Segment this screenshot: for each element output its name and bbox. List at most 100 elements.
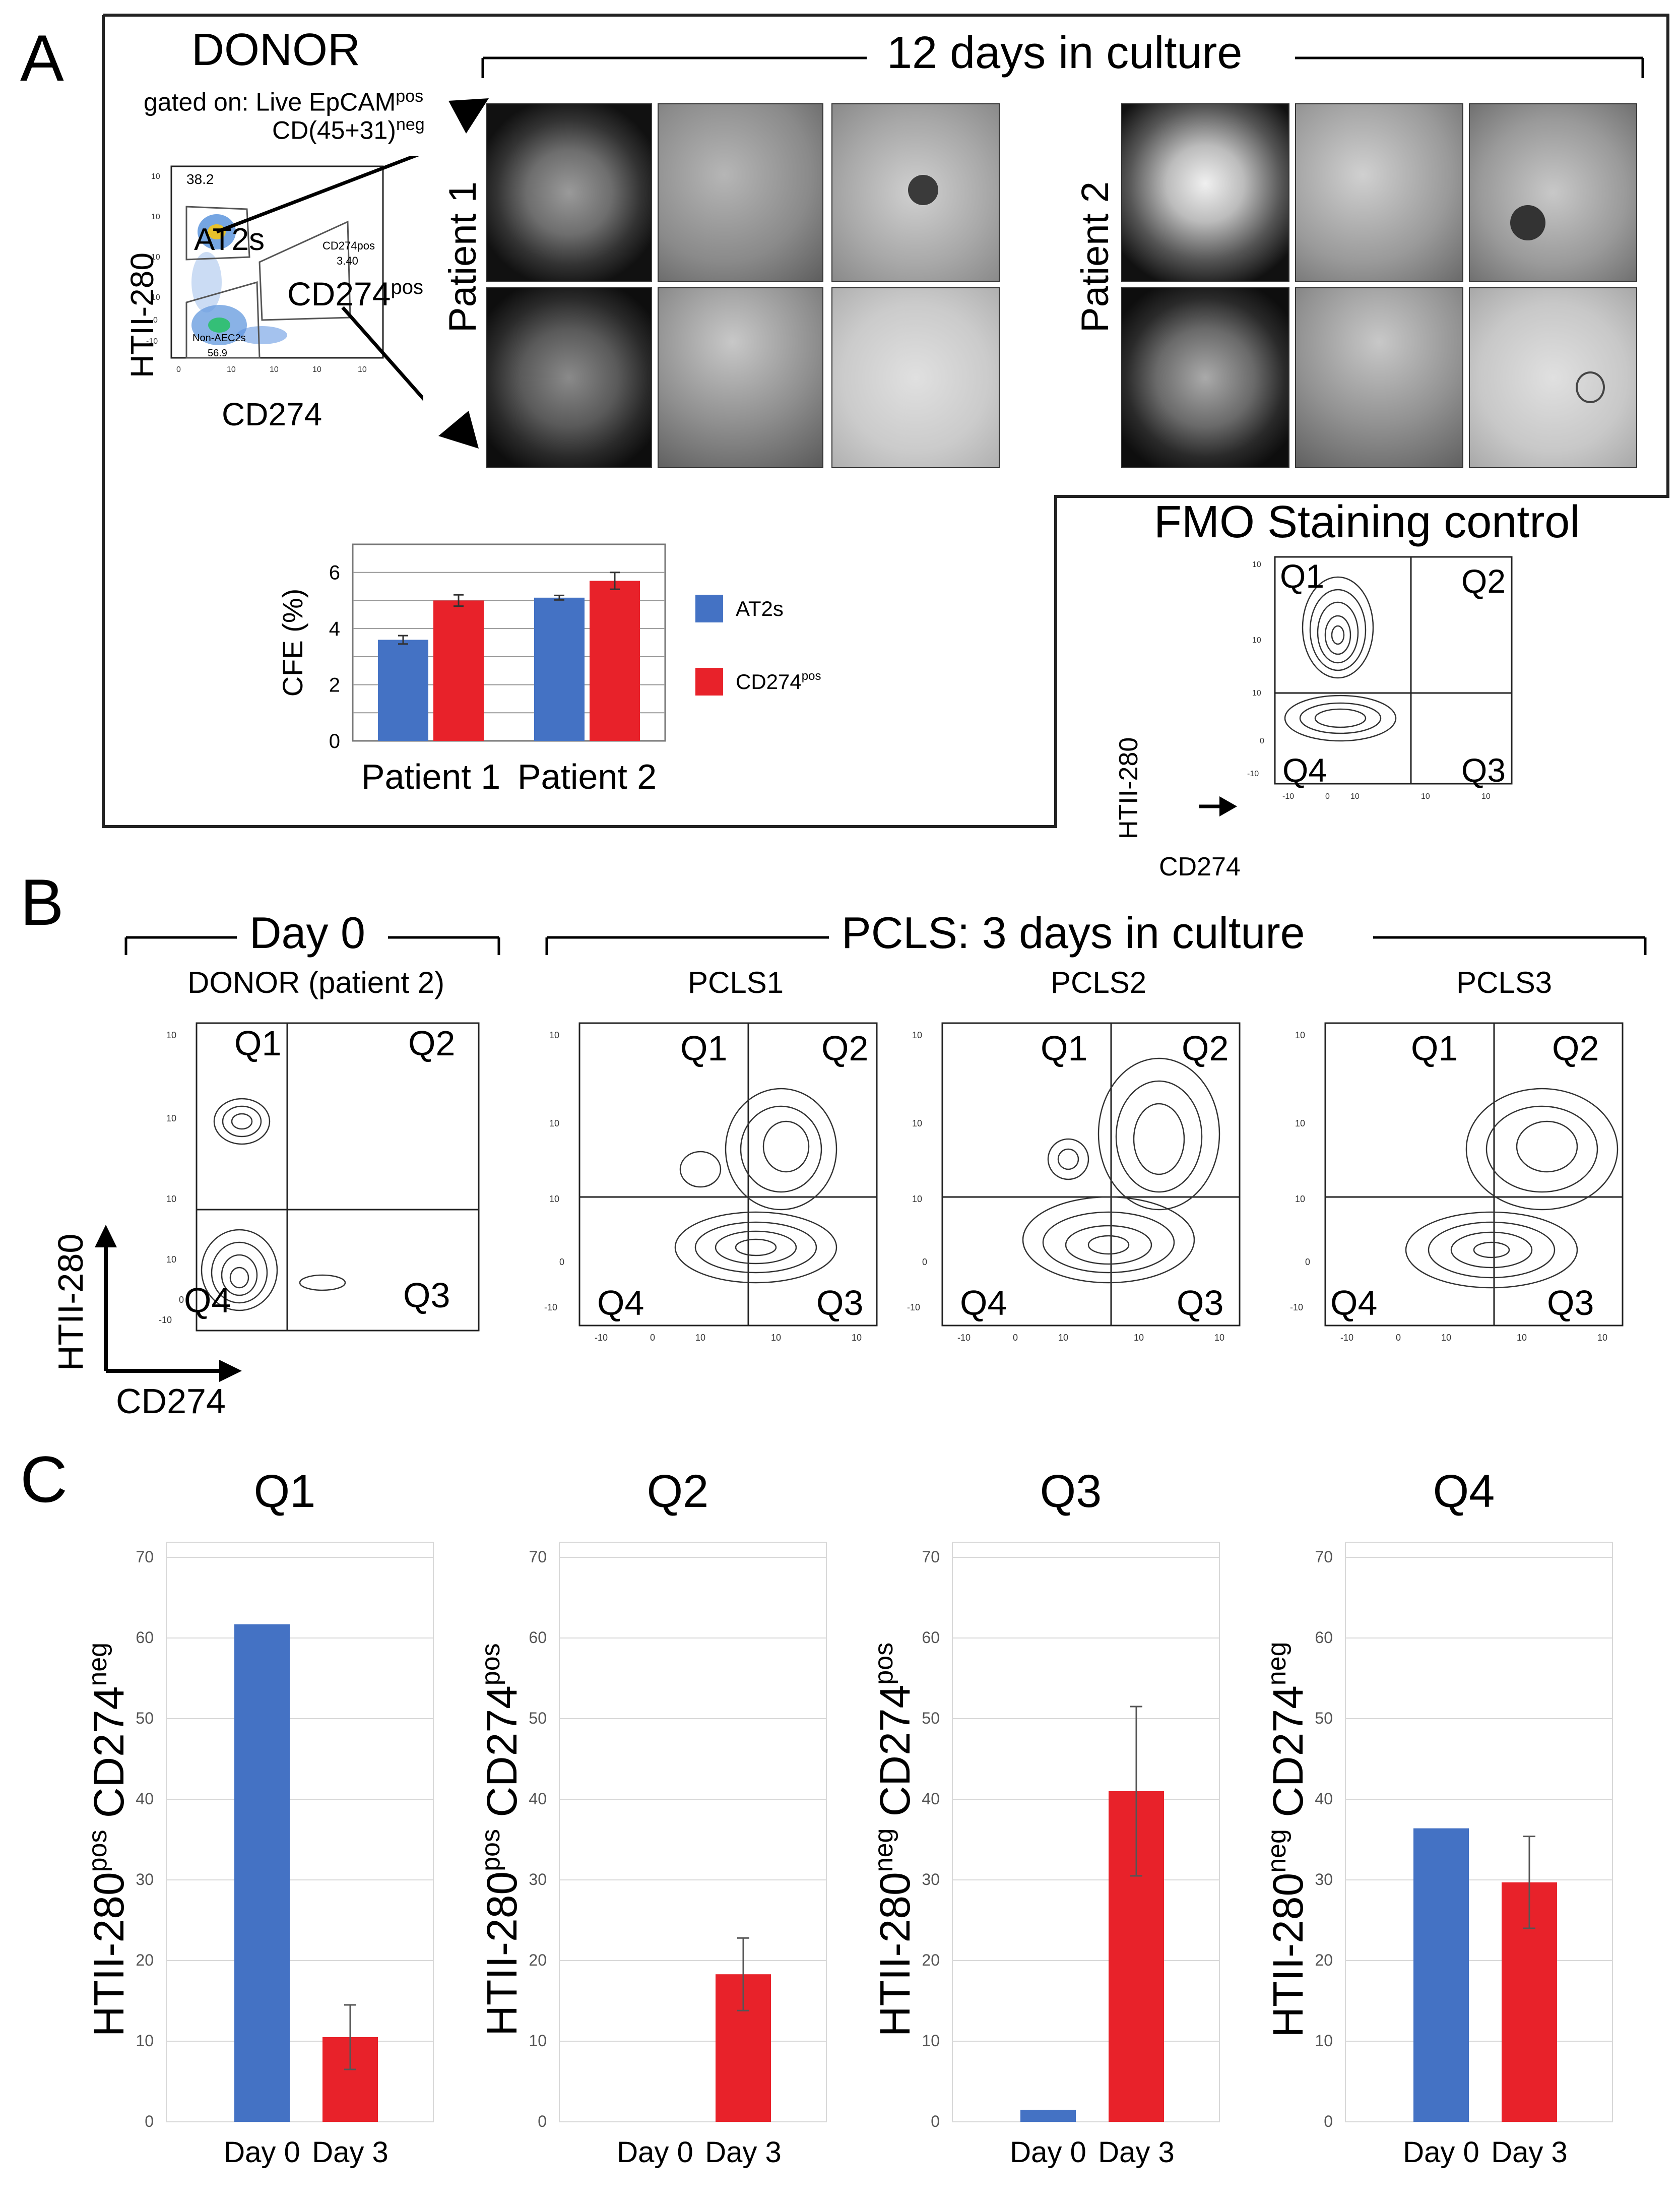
svg-text:10: 10 [1441,1333,1451,1341]
gate-nonaec-value: 56.9 [208,348,227,359]
q1-ytick-label: 70 [136,1548,154,1566]
patient-2-label: Patient 2 [1074,181,1117,333]
plot-label-pcls2: PCLS2 [1051,966,1147,999]
svg-text:0: 0 [1325,792,1330,801]
arrow-head-down [438,411,479,449]
svg-text:-10: -10 [907,1302,920,1312]
b-pcls3-q3: Q3 [1547,1283,1594,1322]
b-pcls1-q4: Q4 [597,1283,644,1322]
svg-text:10: 10 [1597,1333,1607,1341]
svg-text:10: 10 [166,1113,176,1123]
q1-plot-frame [166,1542,434,2122]
q3-ytick-label: 30 [922,1870,940,1888]
svg-text:10: 10 [1295,1194,1305,1204]
q1-ytick-label: 40 [136,1790,154,1808]
q4-ytick-label: 40 [1315,1790,1333,1808]
patient-1-label: Patient 1 [441,181,484,333]
svg-text:-10: -10 [544,1302,557,1312]
panel-b-brackets [124,936,1647,955]
fmo-xlabel: CD274 [1159,852,1241,881]
q3-bar-chart: Q3 0 10 20 30 40 50 60 70 HTII-280neg CD274pos Day… [872,1466,1220,2169]
plot-label-pcls3: PCLS3 [1456,966,1553,999]
q4-ytick-label: 60 [1315,1628,1333,1647]
cfe-ytick-label: 2 [329,674,340,697]
svg-text:10: 10 [549,1118,559,1128]
svg-text:10: 10 [1295,1030,1305,1040]
svg-text:10: 10 [1058,1333,1068,1341]
fmo-q3: Q3 [1461,751,1506,789]
svg-text:10: 10 [1481,792,1491,801]
plot-label-donor: DONOR (patient 2) [187,966,445,999]
q4-category-label: Day 0 [1403,2136,1479,2169]
fmo-contour-plot: 10 10 10 0 -10 -10 0 10 10 10 [1199,556,1513,816]
svg-text:10: 10 [912,1194,922,1204]
q4-category-label: Day 3 [1491,2136,1568,2169]
q1-ytick-label: 50 [136,1709,154,1727]
svg-text:10: 10 [151,293,160,302]
b-pcls2-q2: Q2 [1182,1029,1229,1068]
q3-plot-frame [952,1542,1220,2122]
micrograph-p2-bottom-2 [1295,287,1463,468]
b-donor-q3: Q3 [403,1276,450,1315]
contour-plot-pcls3: 10 10 10 0 -10 -10 0 10 10 10 [1290,1022,1624,1341]
svg-text:10: 10 [166,1194,176,1204]
svg-text:10: 10 [1295,1118,1305,1128]
panel-label-c: C [20,1442,68,1516]
svg-text:10: 10 [1350,792,1360,801]
fmo-ylabel: HTII-280 [1114,737,1143,839]
panel-label-a: A [20,21,64,95]
svg-text:0: 0 [650,1333,655,1341]
cfe-bar [534,597,585,741]
svg-text:10: 10 [151,213,160,221]
micrograph-p2-bottom-1 [1121,287,1289,468]
q2-ytick-label: 60 [529,1628,547,1647]
svg-text:10: 10 [1421,792,1430,801]
q4-ylabel: HTII-280neg CD274neg [1265,1642,1312,2037]
q4-title: Q4 [1433,1466,1495,1517]
svg-text:-10: -10 [1282,792,1294,801]
q1-bar [234,1624,290,2122]
dot-plot-xlabel: CD274 [222,396,322,432]
panel-label-b: B [20,865,64,939]
q1-ytick-label: 0 [145,2112,154,2130]
b-pcls2-q3: Q3 [1177,1283,1224,1322]
q3-ytick-label: 0 [931,2112,940,2130]
svg-text:10: 10 [912,1118,922,1128]
q3-ytick-label: 60 [922,1628,940,1647]
b-pcls2-q4: Q4 [960,1283,1007,1322]
q3-ytick-label: 40 [922,1790,940,1808]
b-pcls1-q3: Q3 [816,1283,864,1322]
arrow-head-up [448,98,489,134]
panel-b-xlabel: CD274 [116,1381,226,1421]
q3-ytick-label: 70 [922,1548,940,1566]
q2-title: Q2 [647,1466,709,1517]
b-pcls1-q1: Q1 [680,1029,728,1068]
svg-text:10: 10 [1134,1333,1144,1341]
fmo-q4: Q4 [1282,751,1327,789]
gate-at2s-value: 38.2 [186,171,214,187]
q4-bar-chart: Q4 0 10 20 30 40 50 60 70 HTII-280neg CD274neg Day… [1265,1466,1613,2169]
donor-title: DONOR [191,25,360,75]
q1-bar-chart: Q1 0 10 20 30 40 50 60 70 HTII-280pos CD274neg Day… [86,1466,434,2169]
q2-category-label: Day 0 [617,2136,693,2169]
cfe-category-label: Patient 1 [361,757,500,796]
svg-text:10: 10 [549,1030,559,1040]
contour-plot-pcls1: 10 10 10 0 -10 -10 0 10 10 10 [544,1022,878,1341]
q4-plot-frame [1345,1542,1613,2122]
b-pcls3-q1: Q1 [1411,1029,1458,1068]
cfe-bar [590,581,640,741]
q1-title: Q1 [254,1466,316,1517]
q4-ytick-label: 50 [1315,1709,1333,1727]
q1-ytick-label: 10 [136,2032,154,2050]
gate-cd274-value: 3.40 [337,255,358,267]
q3-ytick-label: 50 [922,1709,940,1727]
q3-category-label: Day 3 [1098,2136,1175,2169]
q1-category-label: Day 0 [224,2136,300,2169]
micrograph-p1-bottom-1 [486,287,652,468]
svg-text:10: 10 [771,1333,781,1341]
micrograph-p1-bottom-2 [658,287,823,468]
q3-ytick-label: 10 [922,2032,940,2050]
day0-title: Day 0 [249,908,365,958]
svg-text:0: 0 [1305,1257,1310,1267]
svg-text:10: 10 [358,365,367,374]
